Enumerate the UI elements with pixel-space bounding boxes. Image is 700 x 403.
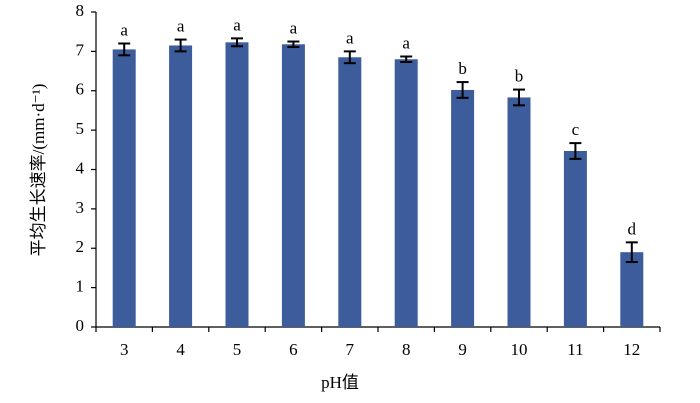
bar bbox=[338, 57, 362, 327]
bar bbox=[451, 89, 475, 328]
y-axis-label: 平均生长速率/(mm·d⁻¹) bbox=[29, 84, 48, 257]
x-axis-label: pH值 bbox=[321, 373, 359, 392]
y-tick-label: 8 bbox=[76, 1, 85, 20]
significance-letter: a bbox=[290, 18, 298, 37]
bar bbox=[394, 59, 418, 327]
bar bbox=[169, 45, 193, 327]
significance-letter: a bbox=[177, 16, 185, 35]
significance-letter: b bbox=[458, 59, 467, 78]
x-tick-label: 3 bbox=[120, 340, 129, 359]
significance-letter: c bbox=[572, 120, 580, 139]
significance-letter: a bbox=[120, 20, 128, 39]
y-tick-label: 1 bbox=[76, 277, 85, 296]
significance-letter: d bbox=[628, 219, 637, 238]
error-bar bbox=[400, 55, 413, 64]
significance-letter: a bbox=[402, 33, 410, 52]
x-tick-label: 12 bbox=[623, 340, 640, 359]
x-tick-label: 5 bbox=[233, 340, 242, 359]
y-tick-label: 3 bbox=[76, 198, 85, 217]
y-tick-label: 2 bbox=[76, 237, 85, 256]
x-tick-label: 7 bbox=[346, 340, 355, 359]
y-tick-label: 5 bbox=[76, 119, 85, 138]
significance-letter: a bbox=[233, 15, 241, 34]
y-tick-label: 7 bbox=[76, 40, 85, 59]
significance-letter: b bbox=[515, 66, 524, 85]
error-bar bbox=[231, 37, 243, 48]
error-bar bbox=[456, 81, 469, 99]
x-tick-label: 4 bbox=[176, 340, 185, 359]
x-tick-label: 10 bbox=[511, 340, 528, 359]
x-tick-label: 9 bbox=[458, 340, 467, 359]
error-bar bbox=[174, 38, 187, 53]
bar bbox=[563, 150, 587, 327]
significance-letter: a bbox=[346, 28, 354, 47]
y-tick-label: 6 bbox=[76, 80, 85, 99]
bar bbox=[225, 42, 249, 327]
bar bbox=[507, 97, 531, 327]
x-tick-label: 8 bbox=[402, 340, 411, 359]
x-tick-label: 11 bbox=[567, 340, 583, 359]
error-bar bbox=[118, 42, 131, 57]
y-tick-label: 0 bbox=[76, 316, 85, 335]
x-tick-label: 6 bbox=[289, 340, 298, 359]
error-bar bbox=[569, 142, 582, 160]
error-bar bbox=[287, 40, 300, 49]
error-bar bbox=[513, 88, 525, 107]
bar bbox=[620, 252, 644, 327]
y-tick-label: 4 bbox=[76, 158, 85, 177]
bar bbox=[112, 49, 136, 327]
error-bar bbox=[625, 241, 638, 264]
bar bbox=[281, 44, 305, 327]
error-bar bbox=[343, 50, 356, 65]
